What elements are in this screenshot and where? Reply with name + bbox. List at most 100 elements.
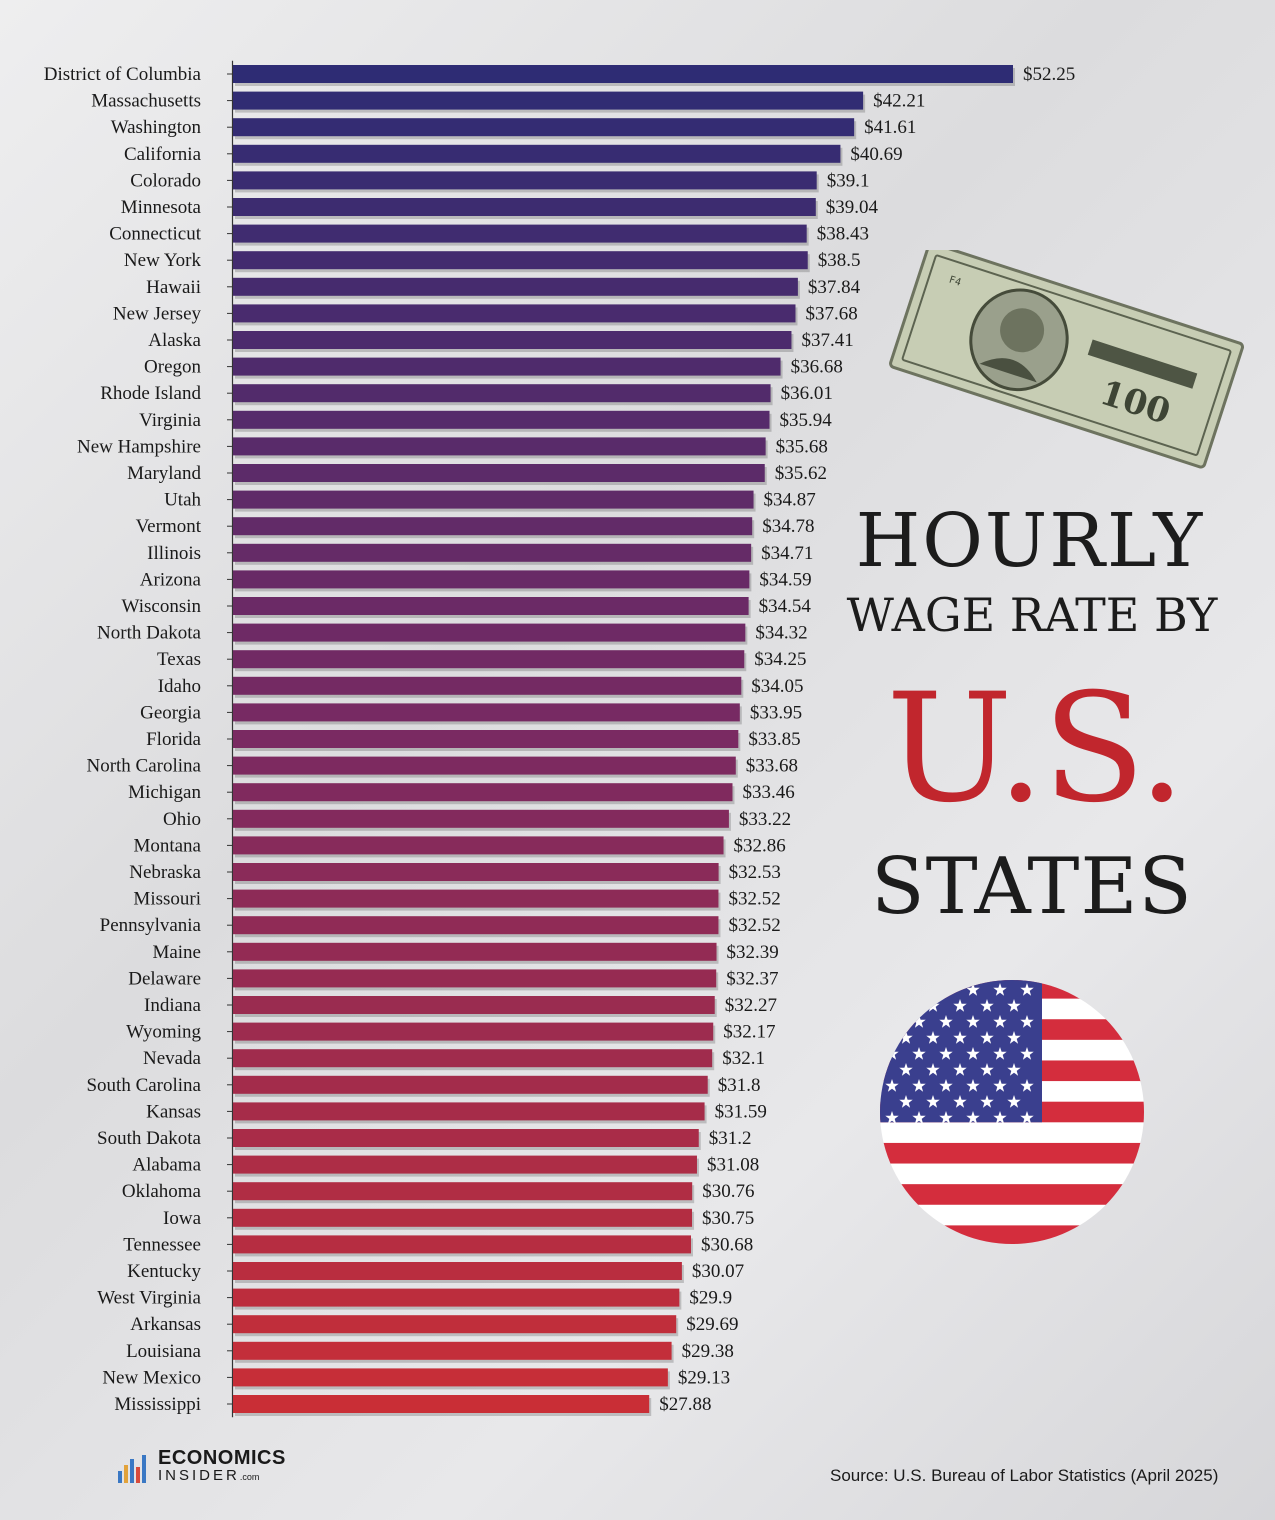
flag-star bbox=[1020, 1079, 1034, 1092]
value-label: $29.9 bbox=[689, 1288, 732, 1309]
value-label: $33.22 bbox=[739, 809, 791, 830]
flag-star bbox=[939, 983, 953, 996]
flag-star bbox=[1020, 983, 1034, 996]
bar bbox=[233, 517, 753, 536]
value-label: $37.84 bbox=[808, 277, 861, 298]
bar bbox=[233, 676, 742, 695]
value-label: $34.71 bbox=[761, 543, 813, 564]
flag-star bbox=[1007, 1063, 1021, 1076]
category-label: Florida bbox=[146, 729, 201, 750]
flag-star bbox=[939, 1015, 953, 1028]
bar bbox=[233, 1208, 693, 1227]
category-label: Hawaii bbox=[146, 277, 201, 298]
category-label: Montana bbox=[133, 835, 201, 856]
value-label: $32.52 bbox=[728, 915, 780, 936]
bar bbox=[233, 1129, 699, 1147]
flag-star bbox=[966, 1015, 980, 1028]
flag-star bbox=[993, 983, 1007, 996]
value-label: $35.68 bbox=[776, 436, 828, 457]
category-label: Louisiana bbox=[126, 1341, 201, 1362]
bar bbox=[233, 1368, 668, 1387]
flag-star bbox=[993, 1015, 1007, 1028]
value-label: $27.88 bbox=[659, 1394, 711, 1415]
title-line-hourly: HOURLY bbox=[855, 498, 1205, 584]
value-label: $34.25 bbox=[754, 649, 806, 670]
value-label: $30.68 bbox=[701, 1234, 753, 1255]
bar bbox=[233, 437, 766, 456]
flag-star bbox=[899, 1063, 913, 1076]
value-label: $32.37 bbox=[726, 968, 778, 989]
category-label: New Hampshire bbox=[77, 436, 201, 457]
title-line-states: STATES bbox=[871, 842, 1193, 932]
bar bbox=[233, 836, 724, 855]
category-label: Arkansas bbox=[130, 1314, 201, 1335]
bar bbox=[233, 1049, 713, 1068]
category-label: South Dakota bbox=[97, 1128, 202, 1149]
category-label: Maine bbox=[152, 942, 201, 963]
category-label: Iowa bbox=[163, 1208, 202, 1229]
bar bbox=[233, 543, 752, 562]
bar bbox=[233, 597, 749, 615]
economics-insider-logo-icon bbox=[118, 1454, 146, 1483]
category-label: Pennsylvania bbox=[100, 915, 202, 936]
flag-star bbox=[980, 999, 994, 1012]
flag-star bbox=[966, 1111, 980, 1124]
value-label: $37.41 bbox=[801, 330, 853, 351]
flag-star bbox=[885, 1111, 899, 1124]
flag-star bbox=[912, 1047, 926, 1060]
value-label: $33.68 bbox=[746, 756, 798, 777]
bar bbox=[233, 996, 715, 1014]
value-label: $30.75 bbox=[702, 1208, 754, 1229]
flag-star bbox=[912, 1079, 926, 1092]
category-label: Maryland bbox=[127, 463, 201, 484]
flag-star bbox=[993, 1047, 1007, 1060]
bar bbox=[233, 1341, 672, 1360]
flag-star bbox=[926, 1031, 940, 1044]
value-label: $35.62 bbox=[775, 463, 827, 484]
category-label: Kansas bbox=[146, 1101, 201, 1122]
flag-stripe bbox=[880, 1122, 1144, 1144]
category-label: Oregon bbox=[144, 357, 201, 378]
value-label: $32.27 bbox=[725, 995, 777, 1016]
flag-star bbox=[926, 1095, 940, 1108]
flag-star bbox=[939, 1079, 953, 1092]
flag-stripe bbox=[880, 1142, 1144, 1165]
category-label: West Virginia bbox=[97, 1288, 201, 1309]
economics-insider-logo: ECONOMICS INSIDER.com bbox=[116, 1448, 286, 1485]
value-label: $36.01 bbox=[781, 383, 833, 404]
value-label: $33.95 bbox=[750, 702, 802, 723]
title-line-us: U.S. bbox=[886, 662, 1185, 836]
bar bbox=[233, 809, 729, 828]
flag-star bbox=[912, 1015, 926, 1028]
flag-star bbox=[1020, 1047, 1034, 1060]
value-label: $39.04 bbox=[826, 197, 879, 218]
category-label: Tennessee bbox=[123, 1234, 201, 1255]
flag-star bbox=[953, 1095, 967, 1108]
value-label: $42.21 bbox=[873, 91, 925, 112]
value-label: $34.78 bbox=[762, 516, 814, 537]
bar bbox=[233, 1395, 650, 1413]
bar bbox=[233, 650, 745, 669]
category-label: Indiana bbox=[144, 995, 202, 1016]
value-label: $31.2 bbox=[709, 1128, 752, 1149]
category-label: Rhode Island bbox=[100, 383, 201, 404]
bar bbox=[233, 730, 739, 748]
category-label: New Jersey bbox=[113, 303, 202, 324]
value-label: $39.1 bbox=[827, 170, 870, 191]
svg-text:F4: F4 bbox=[947, 275, 962, 289]
value-label: $34.87 bbox=[764, 490, 816, 511]
flag-star bbox=[1007, 1095, 1021, 1108]
category-label: Michigan bbox=[128, 782, 201, 803]
bar bbox=[233, 277, 798, 296]
value-label: $31.59 bbox=[715, 1101, 767, 1122]
flag-star bbox=[980, 1095, 994, 1108]
flag-stripe bbox=[880, 1184, 1144, 1206]
value-label: $36.68 bbox=[791, 357, 843, 378]
flag-star bbox=[966, 1079, 980, 1092]
category-label: Delaware bbox=[128, 968, 201, 989]
category-label: Connecticut bbox=[109, 224, 202, 245]
category-label: Virginia bbox=[139, 410, 201, 431]
flag-star bbox=[926, 1063, 940, 1076]
value-label: $32.52 bbox=[728, 889, 780, 910]
bar bbox=[233, 1315, 677, 1334]
